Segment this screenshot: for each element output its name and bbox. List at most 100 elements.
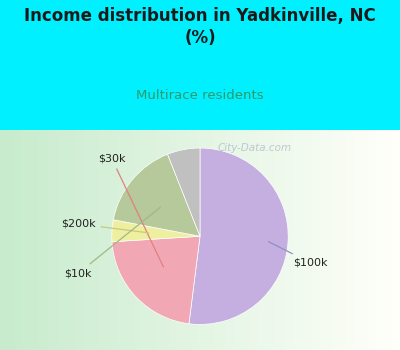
Bar: [230, 130, 232, 350]
Bar: [206, 130, 208, 350]
Bar: [12, 130, 14, 350]
Bar: [188, 130, 190, 350]
Bar: [214, 130, 216, 350]
Bar: [356, 130, 358, 350]
Bar: [22, 130, 24, 350]
Bar: [184, 130, 186, 350]
Bar: [362, 130, 364, 350]
Bar: [318, 130, 320, 350]
Bar: [240, 130, 242, 350]
Bar: [86, 130, 88, 350]
Wedge shape: [113, 154, 200, 236]
Bar: [264, 130, 266, 350]
Bar: [186, 130, 188, 350]
Bar: [128, 130, 130, 350]
Bar: [114, 130, 116, 350]
Bar: [178, 130, 180, 350]
Bar: [328, 130, 330, 350]
Bar: [122, 130, 124, 350]
Bar: [132, 130, 134, 350]
Bar: [130, 130, 132, 350]
Bar: [2, 130, 4, 350]
Bar: [390, 130, 392, 350]
Bar: [338, 130, 340, 350]
Bar: [118, 130, 120, 350]
Bar: [374, 130, 376, 350]
Bar: [120, 130, 122, 350]
Bar: [92, 130, 94, 350]
Bar: [320, 130, 322, 350]
Bar: [216, 130, 218, 350]
Bar: [148, 130, 150, 350]
Bar: [150, 130, 152, 350]
Bar: [314, 130, 316, 350]
Bar: [176, 130, 178, 350]
Bar: [126, 130, 128, 350]
Bar: [74, 130, 76, 350]
Bar: [316, 130, 318, 350]
Bar: [162, 130, 164, 350]
Text: $30k: $30k: [98, 154, 164, 267]
Bar: [20, 130, 22, 350]
Bar: [84, 130, 86, 350]
Bar: [106, 130, 108, 350]
Bar: [192, 130, 194, 350]
Bar: [50, 130, 52, 350]
Bar: [290, 130, 292, 350]
Bar: [278, 130, 280, 350]
Bar: [302, 130, 304, 350]
Bar: [296, 130, 298, 350]
Bar: [166, 130, 168, 350]
Bar: [38, 130, 40, 350]
Bar: [0, 130, 2, 350]
Bar: [72, 130, 74, 350]
Bar: [276, 130, 278, 350]
Bar: [242, 130, 244, 350]
Bar: [24, 130, 26, 350]
Bar: [378, 130, 380, 350]
Bar: [198, 130, 200, 350]
Bar: [218, 130, 220, 350]
Bar: [332, 130, 334, 350]
Bar: [152, 130, 154, 350]
Text: $100k: $100k: [268, 241, 328, 268]
Bar: [384, 130, 386, 350]
Bar: [40, 130, 42, 350]
Bar: [80, 130, 82, 350]
Bar: [388, 130, 390, 350]
Bar: [270, 130, 272, 350]
Bar: [330, 130, 332, 350]
Bar: [194, 130, 196, 350]
Bar: [324, 130, 326, 350]
Bar: [164, 130, 166, 350]
Bar: [336, 130, 338, 350]
Bar: [208, 130, 210, 350]
Bar: [226, 130, 228, 350]
Bar: [322, 130, 324, 350]
Bar: [386, 130, 388, 350]
Bar: [134, 130, 136, 350]
Bar: [146, 130, 148, 350]
Bar: [174, 130, 176, 350]
Bar: [60, 130, 62, 350]
Bar: [306, 130, 308, 350]
Bar: [200, 130, 202, 350]
Bar: [288, 130, 290, 350]
Bar: [254, 130, 256, 350]
Bar: [124, 130, 126, 350]
Bar: [260, 130, 262, 350]
Bar: [136, 130, 138, 350]
Bar: [292, 130, 294, 350]
Bar: [10, 130, 12, 350]
Bar: [168, 130, 170, 350]
Bar: [102, 130, 104, 350]
Bar: [70, 130, 72, 350]
Bar: [62, 130, 64, 350]
Bar: [246, 130, 248, 350]
Bar: [142, 130, 144, 350]
Bar: [94, 130, 96, 350]
Bar: [258, 130, 260, 350]
Bar: [234, 130, 236, 350]
Bar: [48, 130, 50, 350]
Bar: [26, 130, 28, 350]
